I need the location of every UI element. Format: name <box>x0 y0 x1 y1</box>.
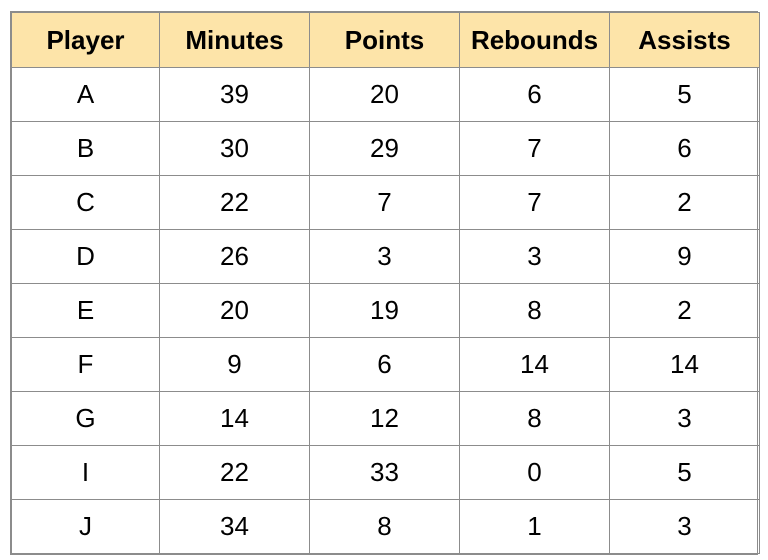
column-header-points: Points <box>309 12 460 68</box>
cell-points: 12 <box>309 391 460 446</box>
cell-minutes: 20 <box>159 283 310 338</box>
cell-points: 20 <box>309 67 460 122</box>
cell-rebounds: 6 <box>459 67 610 122</box>
cell-rebounds: 7 <box>459 175 610 230</box>
cell-minutes: 22 <box>159 445 310 500</box>
table-row: C 22 7 7 2 <box>11 175 760 230</box>
cell-player: A <box>11 67 160 122</box>
column-header-rebounds: Rebounds <box>459 12 610 68</box>
cell-assists: 3 <box>609 391 760 446</box>
cell-points: 33 <box>309 445 460 500</box>
table-body: A 39 20 6 5 B 30 29 7 6 C 22 7 7 2 D <box>11 67 760 554</box>
table-row: I 22 33 0 5 <box>11 445 760 500</box>
cell-rebounds: 8 <box>459 391 610 446</box>
cell-player: F <box>11 337 160 392</box>
cell-assists: 2 <box>609 175 760 230</box>
cell-points: 7 <box>309 175 460 230</box>
cell-minutes: 22 <box>159 175 310 230</box>
cell-assists: 9 <box>609 229 760 284</box>
cell-points: 19 <box>309 283 460 338</box>
cell-minutes: 14 <box>159 391 310 446</box>
cell-player: G <box>11 391 160 446</box>
cell-player: C <box>11 175 160 230</box>
cell-player: D <box>11 229 160 284</box>
stats-table: Player Minutes Points Rebounds Assists A… <box>11 12 760 554</box>
table-row: F 9 6 14 14 <box>11 337 760 392</box>
cell-minutes: 26 <box>159 229 310 284</box>
cell-player: I <box>11 445 160 500</box>
stats-table-container: Player Minutes Points Rebounds Assists A… <box>10 11 760 555</box>
cell-assists: 3 <box>609 499 760 554</box>
table-row: G 14 12 8 3 <box>11 391 760 446</box>
cell-rebounds: 0 <box>459 445 610 500</box>
cell-assists: 2 <box>609 283 760 338</box>
cell-player: B <box>11 121 160 176</box>
table-row: E 20 19 8 2 <box>11 283 760 338</box>
cell-minutes: 9 <box>159 337 310 392</box>
cell-minutes: 39 <box>159 67 310 122</box>
cell-player: E <box>11 283 160 338</box>
cell-rebounds: 3 <box>459 229 610 284</box>
cell-points: 6 <box>309 337 460 392</box>
cell-rebounds: 1 <box>459 499 610 554</box>
cell-points: 3 <box>309 229 460 284</box>
cell-assists: 14 <box>609 337 760 392</box>
cell-assists: 6 <box>609 121 760 176</box>
table-row: J 34 8 1 3 <box>11 499 760 554</box>
table-header: Player Minutes Points Rebounds Assists <box>11 12 760 68</box>
column-header-minutes: Minutes <box>159 12 310 68</box>
cell-points: 8 <box>309 499 460 554</box>
header-row: Player Minutes Points Rebounds Assists <box>11 12 760 68</box>
cell-assists: 5 <box>609 445 760 500</box>
cell-minutes: 30 <box>159 121 310 176</box>
cell-rebounds: 7 <box>459 121 610 176</box>
table-row: B 30 29 7 6 <box>11 121 760 176</box>
column-header-player: Player <box>11 12 160 68</box>
table-row: A 39 20 6 5 <box>11 67 760 122</box>
table-row: D 26 3 3 9 <box>11 229 760 284</box>
cell-player: J <box>11 499 160 554</box>
cell-points: 29 <box>309 121 460 176</box>
cell-minutes: 34 <box>159 499 310 554</box>
column-header-assists: Assists <box>609 12 760 68</box>
cell-assists: 5 <box>609 67 760 122</box>
cell-rebounds: 8 <box>459 283 610 338</box>
cell-rebounds: 14 <box>459 337 610 392</box>
